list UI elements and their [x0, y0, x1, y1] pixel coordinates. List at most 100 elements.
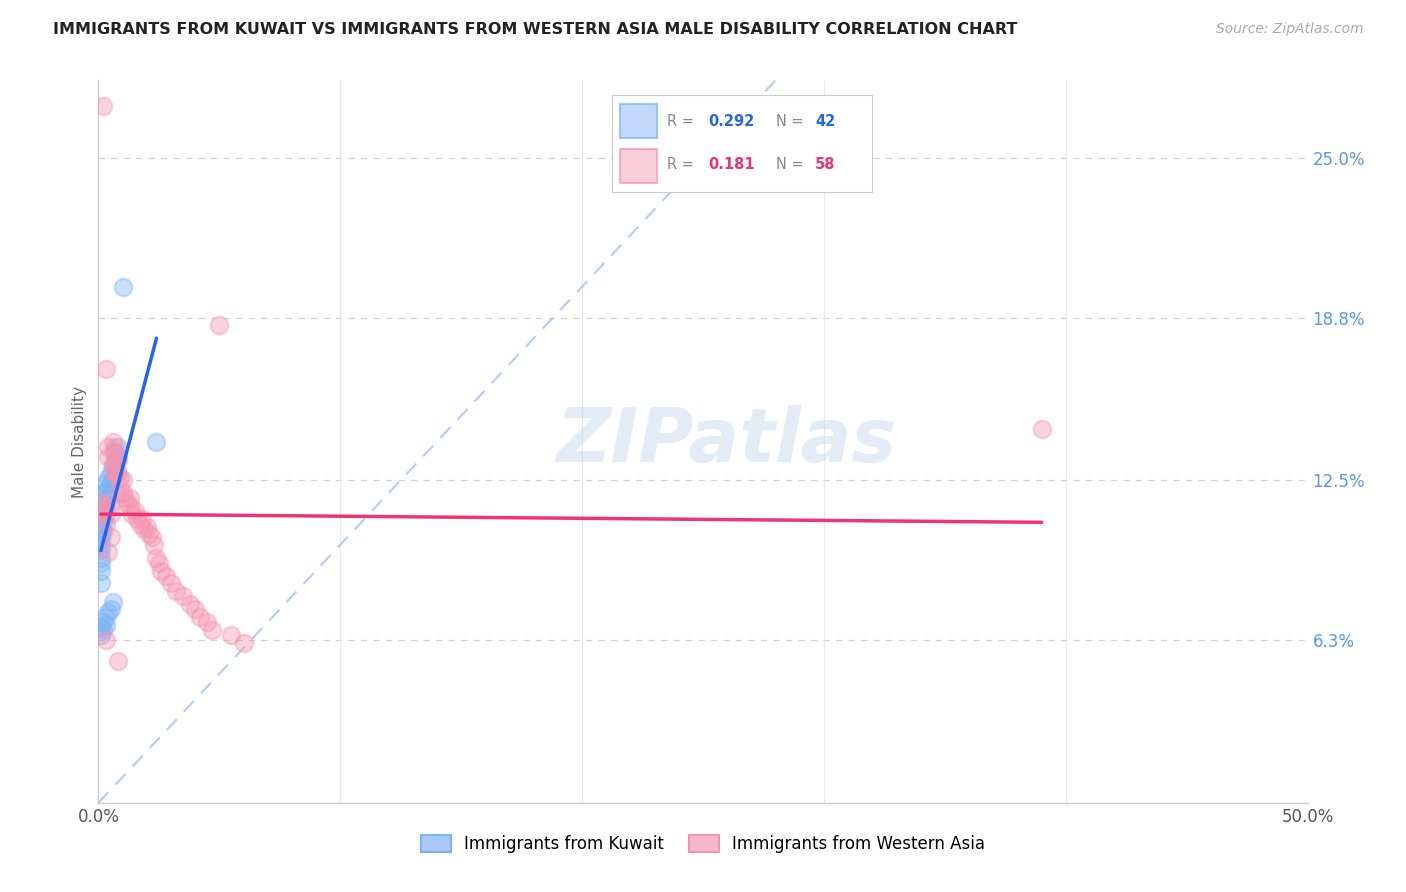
Point: [91, 504, 114, 518]
Point: [148, 556, 170, 570]
Point: [90, 496, 112, 510]
Text: Source: ZipAtlas.com: Source: ZipAtlas.com: [1216, 22, 1364, 37]
Point: [97, 471, 120, 485]
Point: [91, 517, 114, 532]
Point: [232, 636, 254, 650]
Point: [101, 594, 124, 608]
Point: [100, 475, 122, 490]
Point: [104, 466, 127, 480]
Point: [111, 473, 134, 487]
Point: [155, 568, 177, 582]
Point: [94, 507, 117, 521]
Point: [94, 617, 117, 632]
Point: [91, 494, 114, 508]
Legend: Immigrants from Kuwait, Immigrants from Western Asia: Immigrants from Kuwait, Immigrants from …: [413, 828, 993, 860]
Point: [135, 519, 157, 533]
Point: [107, 466, 129, 480]
Point: [94, 486, 117, 500]
Point: [111, 486, 134, 500]
Point: [101, 445, 124, 459]
Point: [90, 556, 112, 570]
Point: [221, 628, 243, 642]
Point: [94, 633, 117, 648]
Point: [94, 362, 117, 376]
Point: [172, 590, 194, 604]
Point: [91, 615, 114, 630]
Point: [90, 564, 112, 578]
Point: [131, 512, 153, 526]
Point: [208, 318, 231, 333]
Point: [94, 496, 117, 510]
Point: [101, 434, 124, 449]
Point: [100, 602, 122, 616]
Point: [143, 538, 166, 552]
Point: [104, 455, 127, 469]
Point: [107, 452, 129, 467]
Point: [97, 491, 120, 506]
Point: [184, 602, 207, 616]
Point: [108, 481, 131, 495]
Text: IMMIGRANTS FROM KUWAIT VS IMMIGRANTS FROM WESTERN ASIA MALE DISABILITY CORRELATI: IMMIGRANTS FROM KUWAIT VS IMMIGRANTS FRO…: [53, 22, 1018, 37]
Point: [94, 517, 117, 532]
Point: [97, 605, 120, 619]
Point: [90, 576, 112, 591]
Point: [188, 610, 211, 624]
Point: [90, 542, 112, 557]
Point: [90, 522, 112, 536]
Point: [111, 279, 134, 293]
Point: [90, 550, 112, 565]
Point: [97, 545, 120, 559]
Point: [90, 628, 112, 642]
Point: [179, 597, 201, 611]
Point: [91, 623, 114, 637]
Point: [90, 527, 112, 541]
Point: [138, 527, 160, 541]
Point: [107, 654, 129, 668]
Point: [94, 610, 117, 624]
Point: [100, 530, 122, 544]
Point: [145, 434, 167, 449]
Point: [100, 496, 122, 510]
Point: [91, 524, 114, 539]
Point: [90, 620, 112, 634]
Point: [134, 522, 156, 536]
Point: [118, 491, 141, 506]
Point: [165, 584, 187, 599]
Point: [117, 496, 139, 510]
Point: [97, 450, 120, 464]
Point: [100, 466, 122, 480]
Point: [150, 564, 173, 578]
Point: [104, 455, 127, 469]
Point: [91, 507, 114, 521]
Point: [107, 450, 129, 464]
Point: [104, 466, 127, 480]
Point: [195, 615, 218, 630]
Point: [128, 517, 150, 532]
Y-axis label: Male Disability: Male Disability: [72, 385, 87, 498]
Point: [100, 507, 122, 521]
Point: [90, 517, 112, 532]
Point: [91, 486, 114, 500]
Point: [201, 623, 224, 637]
Point: [101, 458, 124, 472]
Point: [127, 512, 149, 526]
Point: [91, 99, 114, 113]
Point: [118, 499, 141, 513]
Point: [108, 471, 131, 485]
Point: [91, 499, 114, 513]
Point: [101, 471, 124, 485]
Point: [124, 504, 146, 518]
Point: [104, 445, 127, 459]
Point: [107, 440, 129, 454]
Point: [104, 466, 127, 480]
Point: [101, 460, 124, 475]
Text: ZIPatlas: ZIPatlas: [557, 405, 897, 478]
Point: [1031, 422, 1053, 436]
Point: [145, 550, 167, 565]
Point: [97, 481, 120, 495]
Point: [114, 491, 136, 506]
Point: [160, 576, 183, 591]
Point: [141, 530, 163, 544]
Point: [90, 538, 112, 552]
Point: [90, 533, 112, 547]
